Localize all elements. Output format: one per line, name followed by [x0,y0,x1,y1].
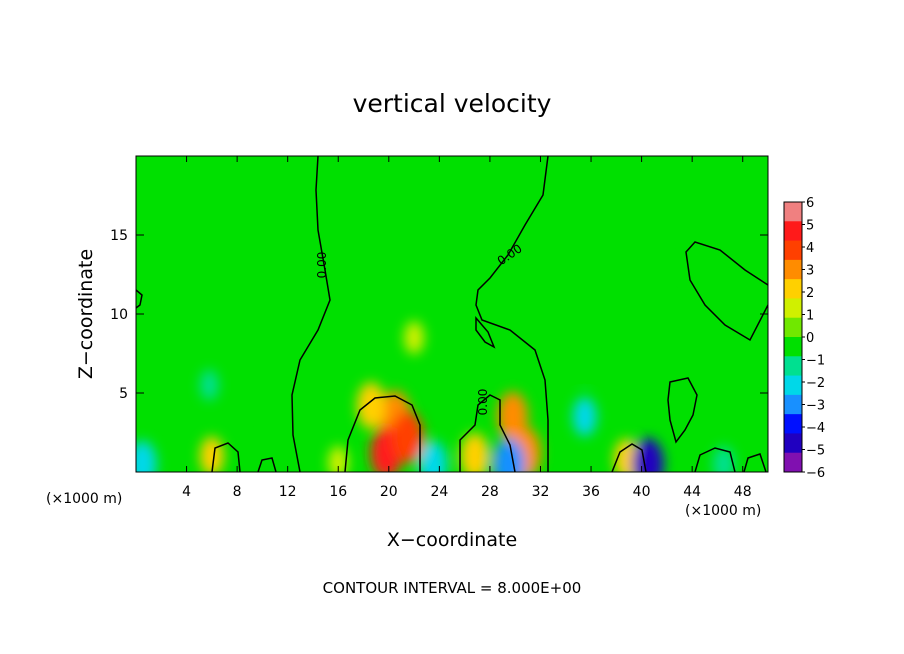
chart-title: vertical velocity [353,89,552,118]
contour-interval-text: CONTOUR INTERVAL = 8.000E+00 [323,579,582,597]
velocity-cell [404,321,425,355]
contour-label-left: 0.00 [315,252,329,279]
colorbar-segment [784,337,802,357]
colorbar-label: −1 [806,354,825,369]
velocity-cell [418,440,448,472]
colorbar-segment [784,221,802,242]
velocity-cell [391,411,424,464]
colorbar-segment [784,259,802,280]
contour-label-lower: 0.00 [476,389,490,416]
contour-lines [136,156,768,472]
contour-zero-loop1 [475,315,496,349]
velocity-cell [199,436,224,472]
velocity-cell [576,355,594,384]
contour-zero-left [291,156,331,472]
contour-zero-center [475,156,549,472]
contour-small-left2 [257,457,277,472]
contour-small-far-right [743,453,767,472]
colorbar-label: −2 [806,376,825,391]
velocity-cell [356,382,386,429]
colorbar-segment [784,414,802,434]
x-tick-label: 16 [329,484,347,500]
velocity-cell [328,446,349,472]
velocity-cell [712,446,735,472]
x-axis: 4 8 12 16 20 24 28 32 36 40 44 48 [182,156,752,500]
x-tick-label: 20 [380,484,398,500]
x-tick-label: 8 [233,484,242,500]
contour-right-loop [667,377,698,444]
velocity-field [136,254,735,472]
x-axis-label: X−coordinate [387,529,517,551]
velocity-cell [199,369,219,401]
colorbar: 6 5 4 3 2 1 0 −1 −2 −3 −4 −5 −6 [783,196,825,481]
colorbar-label: 6 [806,196,814,211]
x-tick-label: 48 [734,484,752,500]
contour-small-left [211,442,241,472]
x-tick-label: 4 [182,484,191,500]
x-tick-label: 44 [683,484,701,500]
colorbar-segment [784,394,802,415]
x-tick-label: 28 [481,484,499,500]
colorbar-label: 2 [806,286,814,301]
colorbar-segment [784,452,802,473]
x-tick-label: 24 [430,484,448,500]
contour-small-right [611,443,647,472]
y-tick-label: 10 [110,307,128,323]
velocity-cell [572,397,597,437]
contour-upper-right [685,241,768,342]
contour-center-cell [344,395,421,472]
colorbar-label: 4 [806,241,814,256]
velocity-cell [631,438,664,472]
x-unit-right: (×1000 m) [685,503,761,519]
x-unit-left: (×1000 m) [46,491,122,507]
x-tick-label: 36 [582,484,600,500]
colorbar-segment [784,356,802,377]
colorbar-label: −3 [806,399,825,414]
colorbar-segment [784,202,802,222]
y-tick-label: 15 [110,228,128,244]
x-tick-label: 32 [532,484,550,500]
colorbar-label: 0 [806,331,814,346]
colorbar-segment [784,375,802,396]
colorbar-segment [784,433,802,454]
velocity-cell [260,435,277,462]
colorbar-segment [784,240,802,261]
colorbar-segment [784,317,802,338]
colorbar-label: −5 [806,444,825,459]
contour-labels: 0.00 0.00 0.00 [315,241,525,415]
x-tick-label: 12 [279,484,297,500]
contour-mid-lower [459,394,516,472]
velocity-cell [492,438,525,472]
colorbar-label: 1 [806,309,814,324]
y-axis-label: Z−coordinate [75,249,97,379]
contour-left-edge [136,289,143,309]
colorbar-label: 3 [806,264,814,279]
velocity-cell [136,440,157,472]
colorbar-segment [784,298,802,319]
colorbar-label: 5 [806,219,814,234]
colorbar-segment [784,279,802,299]
y-tick-label: 5 [119,386,128,402]
colorbar-label: −6 [806,466,825,481]
y-axis: 5 10 15 [110,228,768,402]
velocity-cell [460,432,490,472]
plot-area: 0.00 0.00 0.00 [136,156,768,472]
colorbar-label: −4 [806,421,825,436]
contour-small-right2 [694,447,736,472]
x-tick-label: 40 [633,484,651,500]
plot-background [136,156,768,472]
